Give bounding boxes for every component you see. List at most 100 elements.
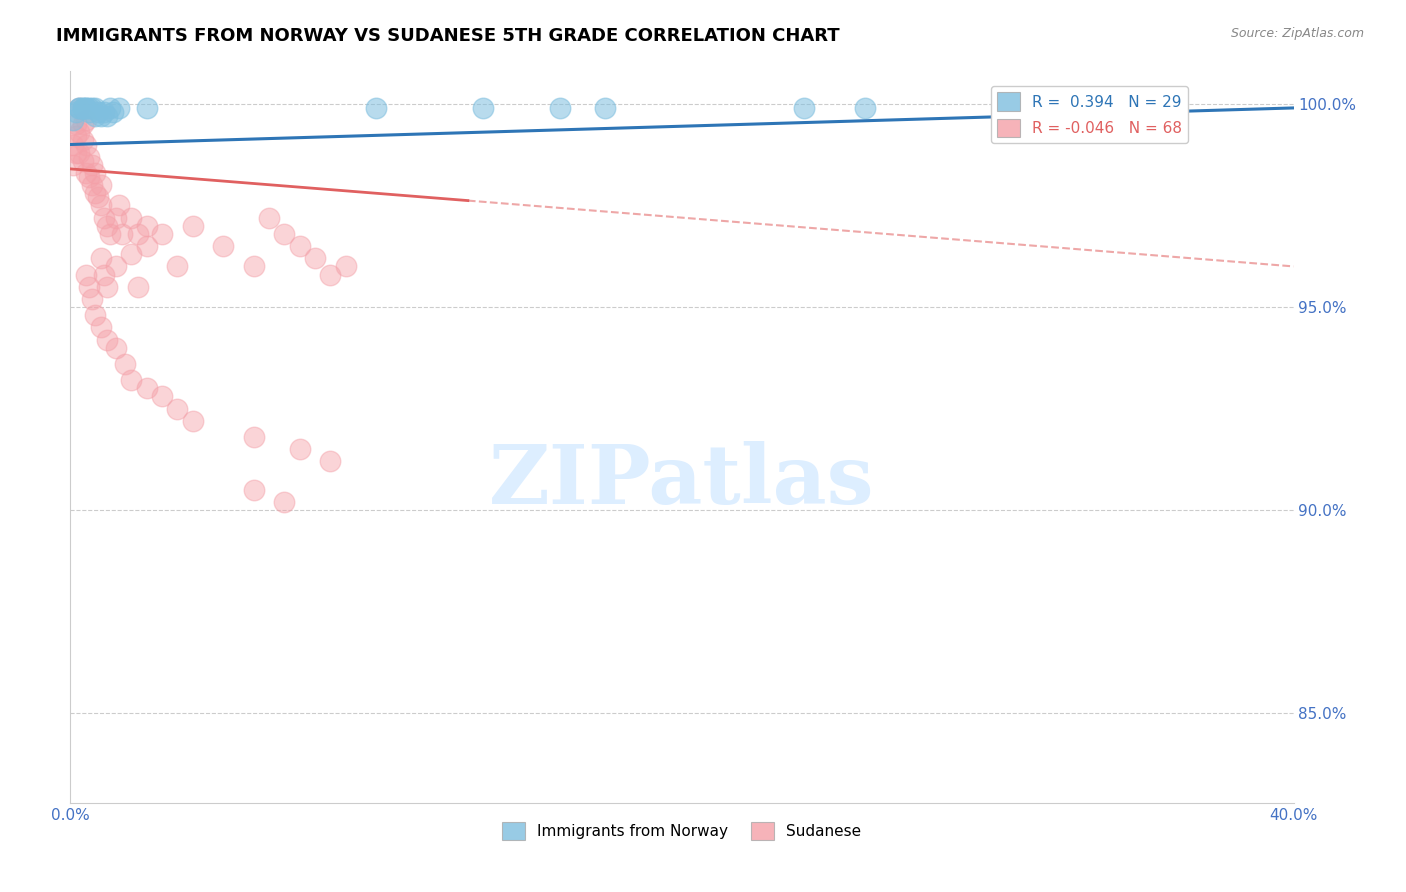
Point bbox=[77, 150, 100, 164]
Point bbox=[69, 101, 91, 115]
Point bbox=[366, 101, 388, 115]
Point bbox=[90, 320, 112, 334]
Point bbox=[75, 166, 97, 180]
Point bbox=[72, 101, 94, 115]
Point bbox=[83, 308, 105, 322]
Point bbox=[69, 125, 91, 139]
Point bbox=[181, 219, 204, 233]
Point bbox=[166, 401, 188, 416]
Point bbox=[80, 178, 103, 193]
Point bbox=[243, 430, 266, 444]
Point bbox=[69, 101, 91, 115]
Point bbox=[90, 252, 112, 266]
Text: Source: ZipAtlas.com: Source: ZipAtlas.com bbox=[1230, 27, 1364, 40]
Point bbox=[472, 101, 495, 115]
Point bbox=[90, 109, 112, 123]
Point bbox=[87, 105, 110, 120]
Point bbox=[90, 178, 112, 193]
Point bbox=[87, 190, 110, 204]
Legend: Immigrants from Norway, Sudanese: Immigrants from Norway, Sudanese bbox=[496, 815, 868, 847]
Point bbox=[65, 105, 87, 120]
Point bbox=[121, 373, 143, 387]
Point bbox=[181, 414, 204, 428]
Point bbox=[80, 101, 103, 115]
Point bbox=[101, 105, 124, 120]
Point bbox=[77, 101, 100, 115]
Point bbox=[105, 341, 128, 355]
Point bbox=[212, 239, 235, 253]
Point bbox=[108, 101, 131, 115]
Point bbox=[105, 260, 128, 274]
Point bbox=[243, 260, 266, 274]
Point bbox=[77, 169, 100, 184]
Point bbox=[93, 268, 115, 282]
Point bbox=[69, 101, 91, 115]
Point bbox=[243, 483, 266, 497]
Point bbox=[111, 227, 134, 241]
Point bbox=[135, 219, 157, 233]
Point bbox=[96, 333, 118, 347]
Point bbox=[1007, 101, 1029, 115]
Text: IMMIGRANTS FROM NORWAY VS SUDANESE 5TH GRADE CORRELATION CHART: IMMIGRANTS FROM NORWAY VS SUDANESE 5TH G… bbox=[56, 27, 839, 45]
Point bbox=[77, 105, 100, 120]
Point bbox=[75, 268, 97, 282]
Point bbox=[83, 166, 105, 180]
Point bbox=[319, 454, 342, 468]
Point bbox=[98, 227, 121, 241]
Point bbox=[80, 158, 103, 172]
Point bbox=[135, 101, 157, 115]
Point bbox=[75, 137, 97, 152]
Point bbox=[127, 279, 149, 293]
Point bbox=[304, 252, 326, 266]
Point bbox=[62, 137, 84, 152]
Text: ZIPatlas: ZIPatlas bbox=[489, 441, 875, 521]
Point bbox=[93, 105, 115, 120]
Point bbox=[72, 117, 94, 131]
Point bbox=[288, 442, 311, 457]
Point bbox=[83, 109, 105, 123]
Point bbox=[335, 260, 357, 274]
Point bbox=[135, 381, 157, 395]
Point bbox=[108, 198, 131, 212]
Point bbox=[83, 101, 105, 115]
Point bbox=[72, 101, 94, 115]
Point bbox=[288, 239, 311, 253]
Point bbox=[72, 133, 94, 147]
Point bbox=[150, 227, 173, 241]
Point bbox=[83, 186, 105, 201]
Point bbox=[72, 153, 94, 168]
Point bbox=[75, 101, 97, 115]
Point bbox=[77, 279, 100, 293]
Point bbox=[65, 129, 87, 144]
Point bbox=[150, 389, 173, 403]
Point bbox=[273, 227, 295, 241]
Point bbox=[135, 239, 157, 253]
Point bbox=[121, 211, 143, 225]
Point bbox=[257, 211, 280, 225]
Point bbox=[96, 219, 118, 233]
Point bbox=[855, 101, 877, 115]
Point bbox=[273, 495, 295, 509]
Point bbox=[62, 113, 84, 128]
Point bbox=[121, 247, 143, 261]
Point bbox=[62, 158, 84, 172]
Point bbox=[65, 145, 87, 160]
Point bbox=[548, 101, 571, 115]
Point bbox=[69, 145, 91, 160]
Point bbox=[65, 117, 87, 131]
Point bbox=[114, 357, 136, 371]
Point bbox=[96, 109, 118, 123]
Point bbox=[595, 101, 617, 115]
Point bbox=[166, 260, 188, 274]
Point bbox=[75, 101, 97, 115]
Point bbox=[96, 279, 118, 293]
Point bbox=[793, 101, 815, 115]
Point bbox=[75, 113, 97, 128]
Point bbox=[105, 211, 128, 225]
Point bbox=[80, 292, 103, 306]
Point bbox=[319, 268, 342, 282]
Point bbox=[98, 101, 121, 115]
Point bbox=[127, 227, 149, 241]
Point bbox=[90, 198, 112, 212]
Point bbox=[1099, 101, 1122, 115]
